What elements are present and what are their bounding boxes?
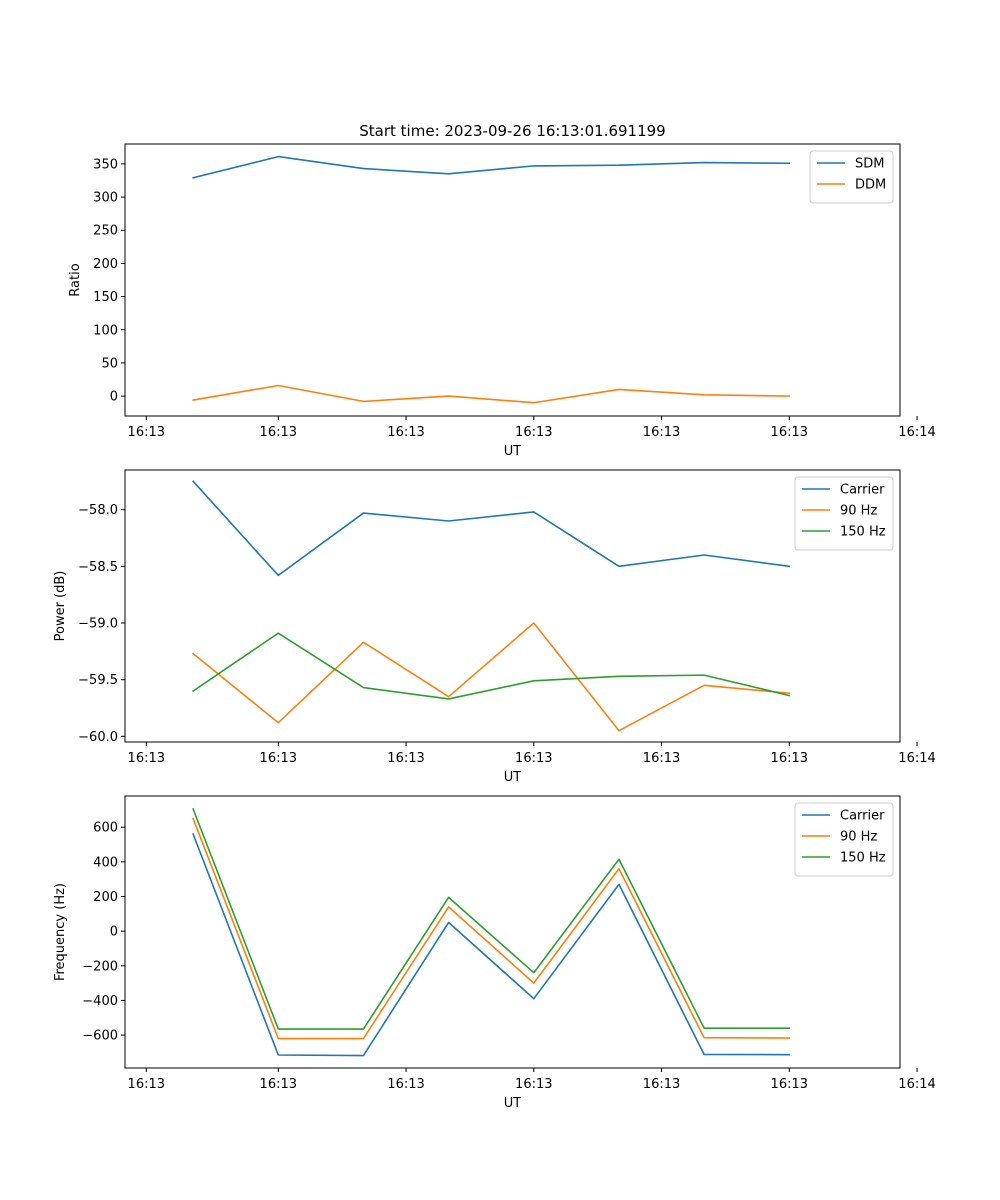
power-y-axis-label: Power (dB) bbox=[53, 571, 68, 642]
frequency-legend-label: 90 Hz bbox=[840, 830, 877, 845]
power-x-tick-label: 16:13 bbox=[387, 751, 424, 766]
power-x-axis-label: UT bbox=[504, 770, 522, 785]
power-series-line-150-hz bbox=[192, 632, 791, 700]
ratio-y-tick-label: 100 bbox=[93, 323, 118, 338]
ratio-x-tick-label: 16:13 bbox=[643, 425, 680, 440]
power-x-tick-label: 16:13 bbox=[515, 751, 552, 766]
ratio-y-tick-label: 50 bbox=[101, 356, 118, 371]
frequency-y-tick-label: −200 bbox=[82, 959, 118, 974]
power-x-tick-label: 16:13 bbox=[260, 751, 297, 766]
power-y-tick-label: −59.0 bbox=[78, 617, 118, 632]
frequency-x-tick-label: 16:14 bbox=[898, 1077, 935, 1092]
ratio-y-tick-label: 150 bbox=[93, 290, 118, 305]
power-x-tick-label: 16:13 bbox=[643, 751, 680, 766]
frequency-x-tick-label: 16:13 bbox=[260, 1077, 297, 1092]
ratio-legend-label: DDM bbox=[855, 178, 886, 193]
ratio-series-line-sdm bbox=[192, 155, 791, 179]
ratio-axes-frame bbox=[124, 143, 901, 417]
ratio-y-axis-label: Ratio bbox=[68, 263, 83, 296]
power-y-tick-label: −58.0 bbox=[78, 503, 118, 518]
ratio-x-tick-label: 16:13 bbox=[771, 425, 808, 440]
ratio-x-tick-label: 16:13 bbox=[260, 425, 297, 440]
power-y-tick-label: −60.0 bbox=[78, 730, 118, 745]
ratio-x-tick-label: 16:13 bbox=[128, 425, 165, 440]
frequency-panel: 16:13 16:13 16:13 16:13 16:13 16:13 16:14 −600 −… bbox=[53, 795, 936, 1111]
ratio-chart-title: Start time: 2023-09-26 16:13:01.691199 bbox=[359, 122, 665, 140]
power-panel: 16:13 16:13 16:13 16:13 16:13 16:13 16:14 −60.0… bbox=[53, 469, 936, 785]
ratio-y-tick-label: 200 bbox=[93, 257, 118, 272]
power-legend-label: Carrier bbox=[840, 483, 885, 498]
frequency-legend-label: 150 Hz bbox=[840, 851, 886, 866]
frequency-x-tick-label: 16:13 bbox=[128, 1077, 165, 1092]
frequency-y-tick-label: −400 bbox=[82, 994, 118, 1009]
frequency-x-tick-label: 16:13 bbox=[643, 1077, 680, 1092]
ratio-legend-label: SDM bbox=[855, 157, 884, 172]
power-legend-label: 90 Hz bbox=[840, 504, 877, 519]
ratio-x-tick-label: 16:13 bbox=[515, 425, 552, 440]
power-x-tick-label: 16:13 bbox=[771, 751, 808, 766]
ratio-y-tick-label: 250 bbox=[93, 224, 118, 239]
ratio-series-line-ddm bbox=[192, 384, 791, 404]
ratio-x-tick-label: 16:14 bbox=[898, 425, 935, 440]
ratio-legend-box bbox=[809, 150, 894, 204]
frequency-series-line-150-hz bbox=[192, 807, 791, 1030]
frequency-y-tick-label: 600 bbox=[93, 821, 118, 836]
frequency-x-tick-label: 16:13 bbox=[387, 1077, 424, 1092]
power-axes-frame bbox=[124, 469, 901, 743]
frequency-x-tick-label: 16:13 bbox=[515, 1077, 552, 1092]
power-y-tick-label: −58.5 bbox=[78, 560, 118, 575]
frequency-axes-frame bbox=[124, 795, 901, 1069]
frequency-x-tick-label: 16:13 bbox=[771, 1077, 808, 1092]
ratio-y-tick-label: 0 bbox=[110, 390, 118, 405]
power-x-tick-label: 16:14 bbox=[898, 751, 935, 766]
frequency-legend-label: Carrier bbox=[840, 809, 885, 824]
ratio-x-tick-label: 16:13 bbox=[387, 425, 424, 440]
power-legend-label: 150 Hz bbox=[840, 525, 886, 540]
power-y-tick-label: −59.5 bbox=[78, 673, 118, 688]
frequency-y-axis-label: Frequency (Hz) bbox=[53, 883, 68, 981]
frequency-y-tick-label: 400 bbox=[93, 855, 118, 870]
frequency-series-line-90-hz bbox=[192, 817, 791, 1040]
frequency-x-axis-label: UT bbox=[504, 1096, 522, 1111]
ratio-y-tick-label: 350 bbox=[93, 157, 118, 172]
frequency-y-tick-label: 200 bbox=[93, 890, 118, 905]
power-series-line-90-hz bbox=[192, 622, 791, 732]
power-series-line-carrier bbox=[192, 480, 791, 577]
frequency-y-tick-label: −600 bbox=[82, 1029, 118, 1044]
frequency-series-line-carrier bbox=[192, 833, 791, 1057]
power-x-tick-label: 16:13 bbox=[128, 751, 165, 766]
ratio-panel: Start time: 2023-09-26 16:13:01.691199 16… bbox=[68, 122, 936, 459]
frequency-y-tick-label: 0 bbox=[110, 925, 118, 940]
ratio-x-axis-label: UT bbox=[504, 444, 522, 459]
ratio-y-tick-label: 300 bbox=[93, 191, 118, 206]
